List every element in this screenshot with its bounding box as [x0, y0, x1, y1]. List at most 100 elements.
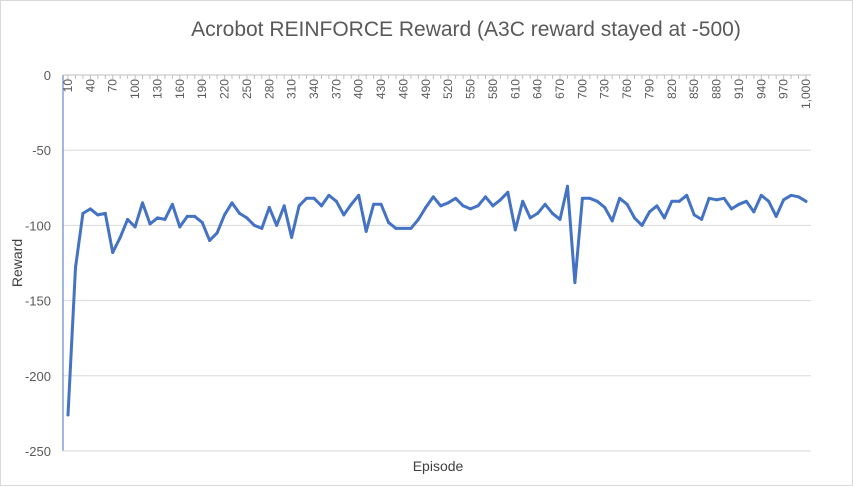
x-tick-label: 820: [665, 79, 679, 99]
data-point: [237, 211, 241, 215]
x-tick-label: 790: [642, 79, 656, 99]
data-point: [282, 204, 286, 208]
data-point: [700, 217, 704, 221]
data-point: [126, 217, 130, 221]
x-tick-label: 370: [329, 79, 343, 99]
y-tick-label: -100: [25, 218, 51, 233]
data-point: [349, 202, 353, 206]
data-point: [185, 214, 189, 218]
x-tick-label: 340: [307, 79, 321, 99]
x-axis-title: Episode: [413, 458, 464, 474]
x-tick-label: 940: [754, 79, 768, 99]
data-point: [692, 213, 696, 217]
y-axis: 0 -50 -100 -150 -200 -250: [25, 68, 51, 459]
data-point: [141, 201, 145, 205]
data-point: [200, 220, 204, 224]
x-tick-label: 760: [620, 79, 634, 99]
data-point: [416, 217, 420, 221]
x-tick-label: 160: [173, 79, 187, 99]
data-point: [498, 198, 502, 202]
data-point: [774, 214, 778, 218]
data-point: [260, 226, 264, 230]
x-tick-label: 490: [419, 79, 433, 99]
series-layer: [66, 184, 808, 417]
data-point: [312, 196, 316, 200]
x-tick-label: 10: [61, 79, 75, 93]
data-point: [685, 193, 689, 197]
data-point: [401, 226, 405, 230]
x-tick-label: 910: [732, 79, 746, 99]
data-point: [729, 207, 733, 211]
data-point: [379, 202, 383, 206]
data-point: [610, 219, 614, 223]
data-point: [491, 204, 495, 208]
data-point: [394, 226, 398, 230]
x-tick-label: 700: [575, 79, 589, 99]
data-point: [342, 213, 346, 217]
data-point: [409, 226, 413, 230]
data-point: [528, 216, 532, 220]
reward-series-line: [66, 184, 808, 417]
data-point: [707, 196, 711, 200]
x-tick-label: 190: [195, 79, 209, 99]
data-point: [446, 201, 450, 205]
data-point: [506, 190, 510, 194]
data-point: [804, 199, 808, 203]
x-tick-label: 430: [374, 79, 388, 99]
data-point: [431, 195, 435, 199]
chart-title: Acrobot REINFORCE Reward (A3C reward sta…: [191, 18, 741, 41]
x-tick-label: 220: [218, 79, 232, 99]
data-point: [118, 235, 122, 239]
x-tick-label: 130: [150, 79, 164, 99]
data-point: [364, 229, 368, 233]
data-point: [208, 238, 212, 242]
data-point: [677, 199, 681, 203]
x-tick-label: 70: [106, 79, 120, 93]
y-tick-label: -50: [32, 143, 51, 158]
data-point: [744, 199, 748, 203]
data-point: [633, 216, 637, 220]
data-point: [81, 211, 85, 215]
data-point: [595, 199, 599, 203]
data-point: [275, 223, 279, 227]
data-point: [170, 202, 174, 206]
data-point: [439, 204, 443, 208]
data-point: [625, 202, 629, 206]
data-point: [111, 250, 115, 254]
data-point: [558, 217, 562, 221]
data-point: [483, 195, 487, 199]
data-point: [96, 213, 100, 217]
data-point: [513, 228, 517, 232]
data-point: [454, 196, 458, 200]
data-point: [476, 204, 480, 208]
x-tick-label: 730: [598, 79, 612, 99]
data-point: [155, 216, 159, 220]
data-point: [461, 204, 465, 208]
data-point: [245, 216, 249, 220]
data-point: [521, 199, 525, 203]
data-point: [536, 211, 540, 215]
x-tick-label: 100: [128, 79, 142, 99]
data-point: [618, 196, 622, 200]
data-point: [223, 213, 227, 217]
data-point: [670, 199, 674, 203]
x-tick-label: 850: [687, 79, 701, 99]
data-point: [565, 184, 569, 188]
data-point: [103, 211, 107, 215]
x-tick-label: 880: [710, 79, 724, 99]
data-point: [290, 235, 294, 239]
data-point: [319, 204, 323, 208]
data-point: [305, 196, 309, 200]
data-point: [737, 202, 741, 206]
x-tick-label: 670: [553, 79, 567, 99]
data-point: [327, 193, 331, 197]
y-tick-label: -150: [25, 294, 51, 309]
data-point: [230, 201, 234, 205]
data-point: [640, 223, 644, 227]
data-point: [73, 266, 77, 270]
x-tick-label: 970: [777, 79, 791, 99]
x-tick-label: 310: [285, 79, 299, 99]
data-point: [551, 211, 555, 215]
data-point: [66, 413, 70, 417]
